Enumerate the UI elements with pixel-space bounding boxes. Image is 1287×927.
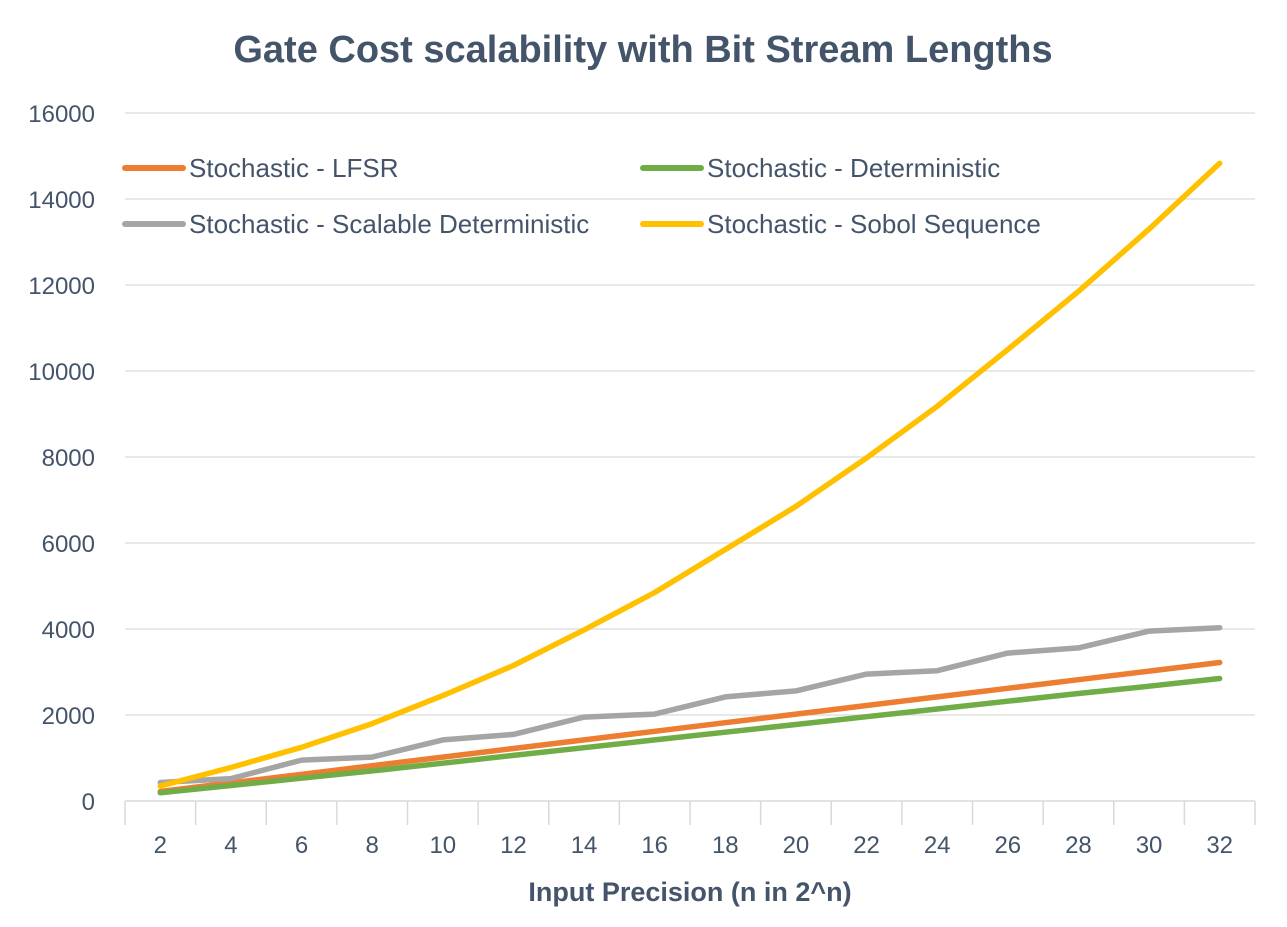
y-tick-label: 2000 [42,703,95,730]
x-tick-label: 18 [712,832,739,859]
series-line-3 [157,624,1223,786]
x-tick-label: 2 [154,832,167,859]
x-tick-label: 28 [1065,832,1092,859]
y-tick-label: 12000 [28,273,95,300]
x-tick-label: 20 [783,832,810,859]
legend-label: Stochastic - Scalable Deterministic [189,209,589,239]
x-tick-label: 14 [571,832,598,859]
legend-entry: Stochastic - Scalable Deterministic [122,209,589,239]
y-tick-label: 16000 [28,101,95,128]
x-tick-label: 30 [1136,832,1163,859]
legend-entry: Stochastic - Deterministic [640,153,1000,183]
x-tick-label: 8 [366,832,379,859]
legend-label: Stochastic - Deterministic [707,153,1000,183]
y-tick-label: 6000 [42,531,95,558]
y-tick-label: 10000 [28,359,95,386]
y-tick-label: 0 [82,789,95,816]
x-tick-label: 32 [1206,832,1233,859]
x-tick-label: 26 [994,832,1021,859]
x-tick-label: 10 [429,832,456,859]
x-tick-label: 22 [853,832,880,859]
x-tick-label: 12 [500,832,527,859]
legend-label: Stochastic - LFSR [189,153,399,183]
legend-entry: Stochastic - Sobol Sequence [640,209,1041,239]
legend-label: Stochastic - Sobol Sequence [707,209,1041,239]
x-tick-label: 24 [924,832,951,859]
x-tick-label: 4 [224,832,237,859]
y-tick-label: 4000 [42,617,95,644]
x-axis-label: Input Precision (n in 2^n) [528,877,851,907]
series-line-2 [157,675,1223,796]
x-tick-label: 16 [641,832,668,859]
x-tick-label: 6 [295,832,308,859]
chart-title: Gate Cost scalability with Bit Stream Le… [233,29,1052,71]
series-line-1 [157,659,1223,795]
legend-entry: Stochastic - LFSR [122,153,399,183]
y-tick-label: 8000 [42,445,95,472]
series-line-4 [157,160,1223,789]
y-tick-label: 14000 [28,187,95,214]
